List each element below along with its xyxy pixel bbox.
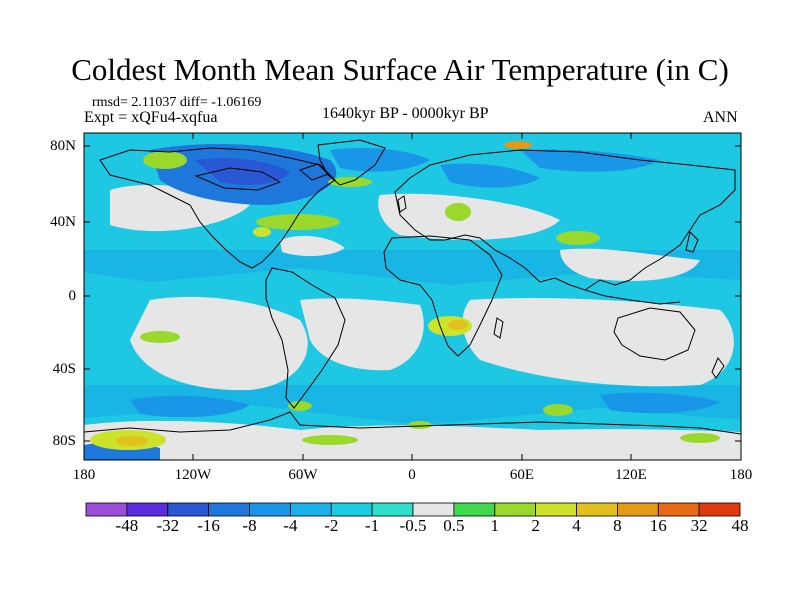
colorbar-box	[657, 502, 700, 517]
colorbar-box	[371, 502, 414, 517]
colorbar-box	[453, 502, 496, 517]
colorbar-box	[617, 502, 659, 517]
colorbar-box	[126, 502, 169, 517]
australia-coast	[613, 307, 696, 361]
zero-anomaly-region	[462, 298, 734, 387]
japan-coast	[685, 231, 699, 253]
colorbar-box	[576, 502, 618, 517]
colorbar-box	[85, 502, 128, 517]
lat-label-equator: 0	[68, 288, 77, 304]
colorbar-tick-label: -2	[324, 516, 339, 535]
zero-anomaly-region	[84, 420, 741, 460]
north-america-coast	[99, 147, 336, 269]
lon-label-60w: 60W	[288, 467, 318, 483]
coastlines	[84, 139, 741, 435]
zero-anomaly-region	[560, 248, 700, 281]
colorbar-tick-label: -8	[242, 516, 257, 535]
colorbar-tick-label: 8	[613, 516, 622, 535]
axis-ticks	[83, 133, 742, 460]
lon-label-60e: 60E	[509, 467, 535, 483]
colorbar-tick-label: 48	[731, 516, 749, 535]
madagascar-coast	[493, 317, 504, 339]
anomaly-field	[84, 133, 741, 460]
colorbar-tick-label: 16	[649, 516, 667, 535]
colorbar-tick-label: -0.5	[399, 516, 427, 535]
new-zealand-coast	[711, 357, 725, 379]
colorbar-tick-label: 0.5	[443, 516, 465, 535]
colorbar-box	[208, 502, 250, 517]
greenland-coast	[317, 139, 386, 186]
lat-label-80s: 80S	[52, 433, 76, 449]
lat-label-40n: 40N	[50, 214, 76, 230]
south-america-coast	[265, 267, 346, 409]
zero-anomaly-region	[130, 296, 308, 391]
colorbar-tick-label: -4	[283, 516, 298, 535]
colorbar-box	[330, 502, 373, 517]
colorbar-tick-label: -32	[156, 516, 180, 535]
colorbar-box	[535, 502, 577, 517]
antarctica-coast	[84, 411, 741, 435]
indonesia-coast	[584, 289, 681, 305]
lon-label-120e: 120E	[615, 467, 647, 483]
map-title: Coldest Month Mean Surface Air Temperatu…	[71, 52, 729, 87]
zero-anomaly-region	[300, 298, 424, 371]
colorbar-tick-label: -48	[115, 516, 139, 535]
colorbar-box	[167, 502, 210, 517]
experiment-label: Expt = xQFu4-xqfua	[84, 109, 218, 126]
period-label: 1640kyr BP - 0000kyr BP	[322, 105, 489, 122]
lat-label-80n: 80N	[50, 138, 76, 154]
zero-anomaly-region	[378, 193, 560, 240]
colorbar-tick-label: 1	[490, 516, 500, 535]
colorbar-tick-label: 32	[690, 516, 708, 535]
colorbar-tick-label: -1	[365, 516, 380, 535]
colorbar-box	[494, 502, 537, 517]
colorbar-box	[412, 502, 455, 517]
lon-label-180e: 180	[729, 467, 753, 483]
warm-anomaly-region	[143, 151, 187, 169]
lat-label-40s: 40S	[52, 361, 76, 377]
colorbar-box	[249, 502, 291, 517]
lon-label-0: 0	[408, 467, 416, 483]
colorbar-box	[698, 502, 741, 517]
colorbar-tick-label: -16	[197, 516, 220, 535]
colorbar-tick-label: 4	[572, 516, 581, 535]
colorbar-tick-label: 2	[531, 516, 540, 535]
eurasia-coast	[394, 149, 736, 291]
colorbar-box	[289, 502, 332, 517]
lon-label-180w: 180	[72, 467, 96, 483]
lon-label-120w: 120W	[174, 467, 212, 483]
stats-line: rmsd= 2.11037 diff= -1.06169	[92, 95, 262, 110]
colorbar	[85, 502, 741, 517]
season-label: ANN	[703, 109, 738, 126]
uk-coast	[397, 195, 407, 213]
africa-coast	[383, 235, 503, 357]
warm-anomaly-region	[256, 214, 340, 230]
